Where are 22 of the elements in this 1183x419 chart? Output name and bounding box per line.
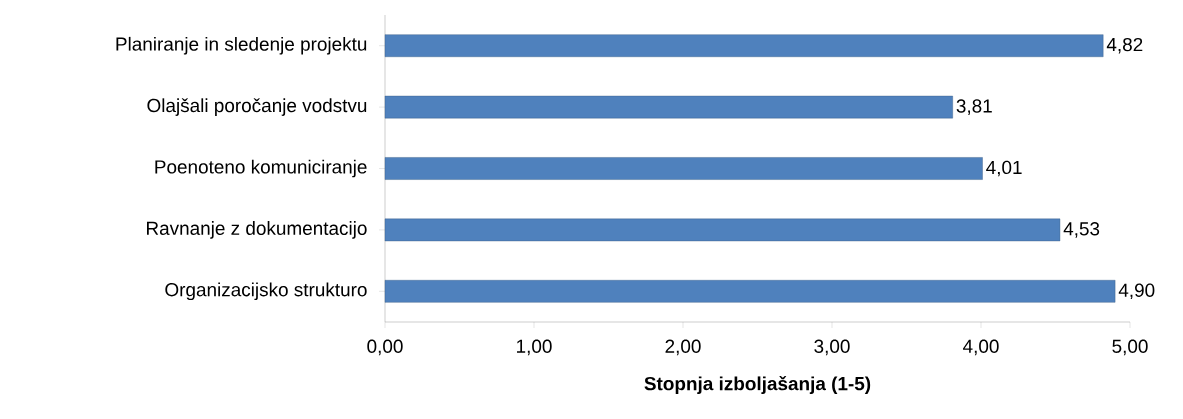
y-tick-label: Poenoteno komuniciranje <box>155 159 367 178</box>
y-tick-label: Ravnanje z dokumentacijo <box>147 221 367 239</box>
bar <box>384 280 1116 303</box>
bar <box>384 157 983 180</box>
data-label: 4,82 <box>1106 37 1143 54</box>
x-tick-label: 2,00 <box>665 339 701 356</box>
data-label: 4,90 <box>1118 283 1155 300</box>
bar <box>384 95 953 119</box>
y-tick-label: Olajšali poročanje vodstvu <box>147 98 367 116</box>
x-tick-label: 1,00 <box>517 339 552 356</box>
x-tick-label: 5,00 <box>1112 339 1148 356</box>
bar <box>384 34 1104 57</box>
x-axis-title: Stopnja izboljašanja (1-5) <box>644 376 871 395</box>
bar <box>384 218 1061 242</box>
data-label: 4,53 <box>1063 222 1100 238</box>
x-tick-label: 0,00 <box>367 339 403 356</box>
y-tick-label: Organizacijsko strukturo <box>165 282 367 301</box>
data-label: 4,01 <box>986 160 1022 177</box>
x-tick-label: 3,00 <box>814 339 850 356</box>
data-label: 3,81 <box>956 99 992 115</box>
y-tick-label: Planiranje in sledenje projektu <box>116 36 367 55</box>
x-tick-label: 4,00 <box>963 339 999 356</box>
